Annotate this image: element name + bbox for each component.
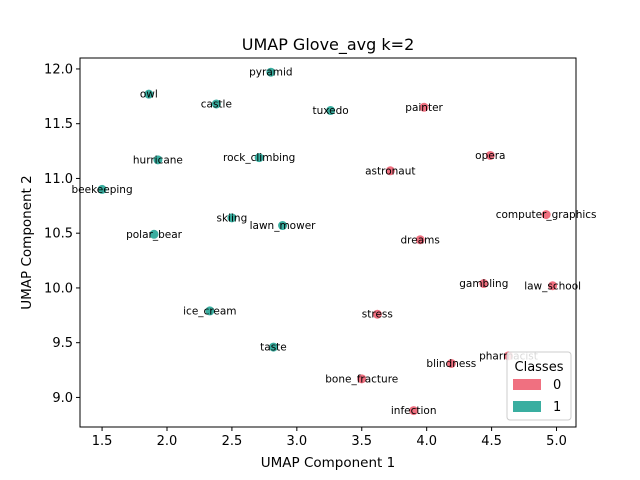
- data-point-class-1: [254, 153, 264, 163]
- points-layer: [97, 67, 558, 416]
- point-label: taste: [260, 342, 287, 354]
- data-point-class-0: [357, 374, 367, 384]
- point-label: bone_fracture: [325, 373, 398, 385]
- x-tick-label: 3.5: [351, 434, 372, 449]
- plot-frame: [79, 57, 577, 428]
- data-point-class-1: [278, 221, 288, 231]
- point-label: stress: [362, 309, 393, 321]
- data-point-class-1: [227, 213, 237, 223]
- point-label: polar_bear: [126, 229, 183, 241]
- point-label: astronaut: [365, 165, 415, 177]
- legend-swatch-class-1: [513, 401, 541, 412]
- x-axis-label: UMAP Component 1: [261, 455, 395, 471]
- data-point-class-1: [326, 106, 336, 116]
- point-label: hurricane: [133, 154, 183, 166]
- point-label: lawn_mower: [250, 220, 317, 232]
- x-axis: 1.5 2.0 2.5 3.0 3.5 4.0 4.5 5.0: [92, 427, 567, 449]
- y-axis: 9.0 9.5 10.0 10.5 11.0 11.5 12.0: [44, 62, 80, 406]
- point-label: beekeeping: [72, 184, 133, 196]
- point-label: painter: [405, 102, 443, 114]
- data-point-class-0: [415, 235, 425, 245]
- data-point-class-1: [97, 184, 107, 194]
- data-point-class-0: [385, 166, 395, 176]
- legend-label-class-0: 0: [553, 378, 561, 393]
- x-tick-label: 4.0: [416, 434, 437, 449]
- point-label: ice_cream: [183, 305, 236, 317]
- point-label: opera: [475, 150, 505, 162]
- y-tick-label: 11.0: [44, 172, 73, 187]
- data-point-class-1: [153, 155, 163, 165]
- y-tick-label: 10.0: [44, 281, 73, 296]
- y-axis-label: UMAP Component 2: [19, 175, 35, 309]
- data-point-class-0: [419, 102, 429, 112]
- point-labels-layer: pyramid owl castle tuxedo painter hurricane ro…: [72, 67, 597, 417]
- point-label: rock_climbing: [223, 152, 295, 164]
- data-point-class-0: [548, 281, 558, 291]
- x-tick-label: 4.5: [481, 434, 502, 449]
- point-label: law_school: [524, 280, 581, 292]
- chart-title: UMAP Glove_avg k=2: [242, 35, 415, 55]
- y-tick-label: 12.0: [44, 62, 73, 77]
- x-tick-label: 2.0: [157, 434, 178, 449]
- data-point-class-0: [541, 210, 551, 220]
- point-label: dreams: [401, 234, 440, 246]
- x-tick-label: 5.0: [546, 434, 567, 449]
- point-label: skiing: [217, 212, 248, 224]
- data-point-class-1: [268, 342, 278, 352]
- x-tick-label: 3.0: [286, 434, 307, 449]
- data-point-class-1: [211, 99, 221, 109]
- data-point-class-0: [479, 279, 489, 289]
- point-label: pyramid: [249, 67, 292, 79]
- legend: Classes 0 1: [506, 351, 572, 421]
- y-tick-label: 11.5: [44, 117, 73, 132]
- point-label: tuxedo: [312, 105, 348, 117]
- data-point-class-1: [144, 89, 154, 99]
- data-point-class-0: [372, 309, 382, 319]
- point-label: gambling: [459, 278, 508, 290]
- legend-title: Classes: [515, 360, 564, 375]
- y-tick-label: 9.0: [52, 391, 73, 406]
- point-label: blindness: [426, 358, 476, 370]
- legend-swatch-class-0: [513, 379, 541, 390]
- data-point-class-0: [446, 358, 456, 368]
- data-point-class-0: [485, 150, 495, 160]
- data-point-class-0: [409, 406, 419, 416]
- x-tick-label: 2.5: [222, 434, 243, 449]
- point-label: owl: [140, 89, 158, 101]
- point-label: computer_graphics: [496, 209, 597, 221]
- point-label: castle: [201, 98, 232, 110]
- data-point-class-1: [149, 229, 159, 239]
- point-label: infection: [391, 405, 437, 417]
- y-tick-label: 10.5: [44, 227, 73, 242]
- y-tick-label: 9.5: [52, 336, 73, 351]
- x-tick-label: 1.5: [92, 434, 113, 449]
- data-point-class-1: [266, 67, 276, 77]
- legend-label-class-1: 1: [553, 400, 561, 415]
- data-point-class-1: [205, 306, 215, 316]
